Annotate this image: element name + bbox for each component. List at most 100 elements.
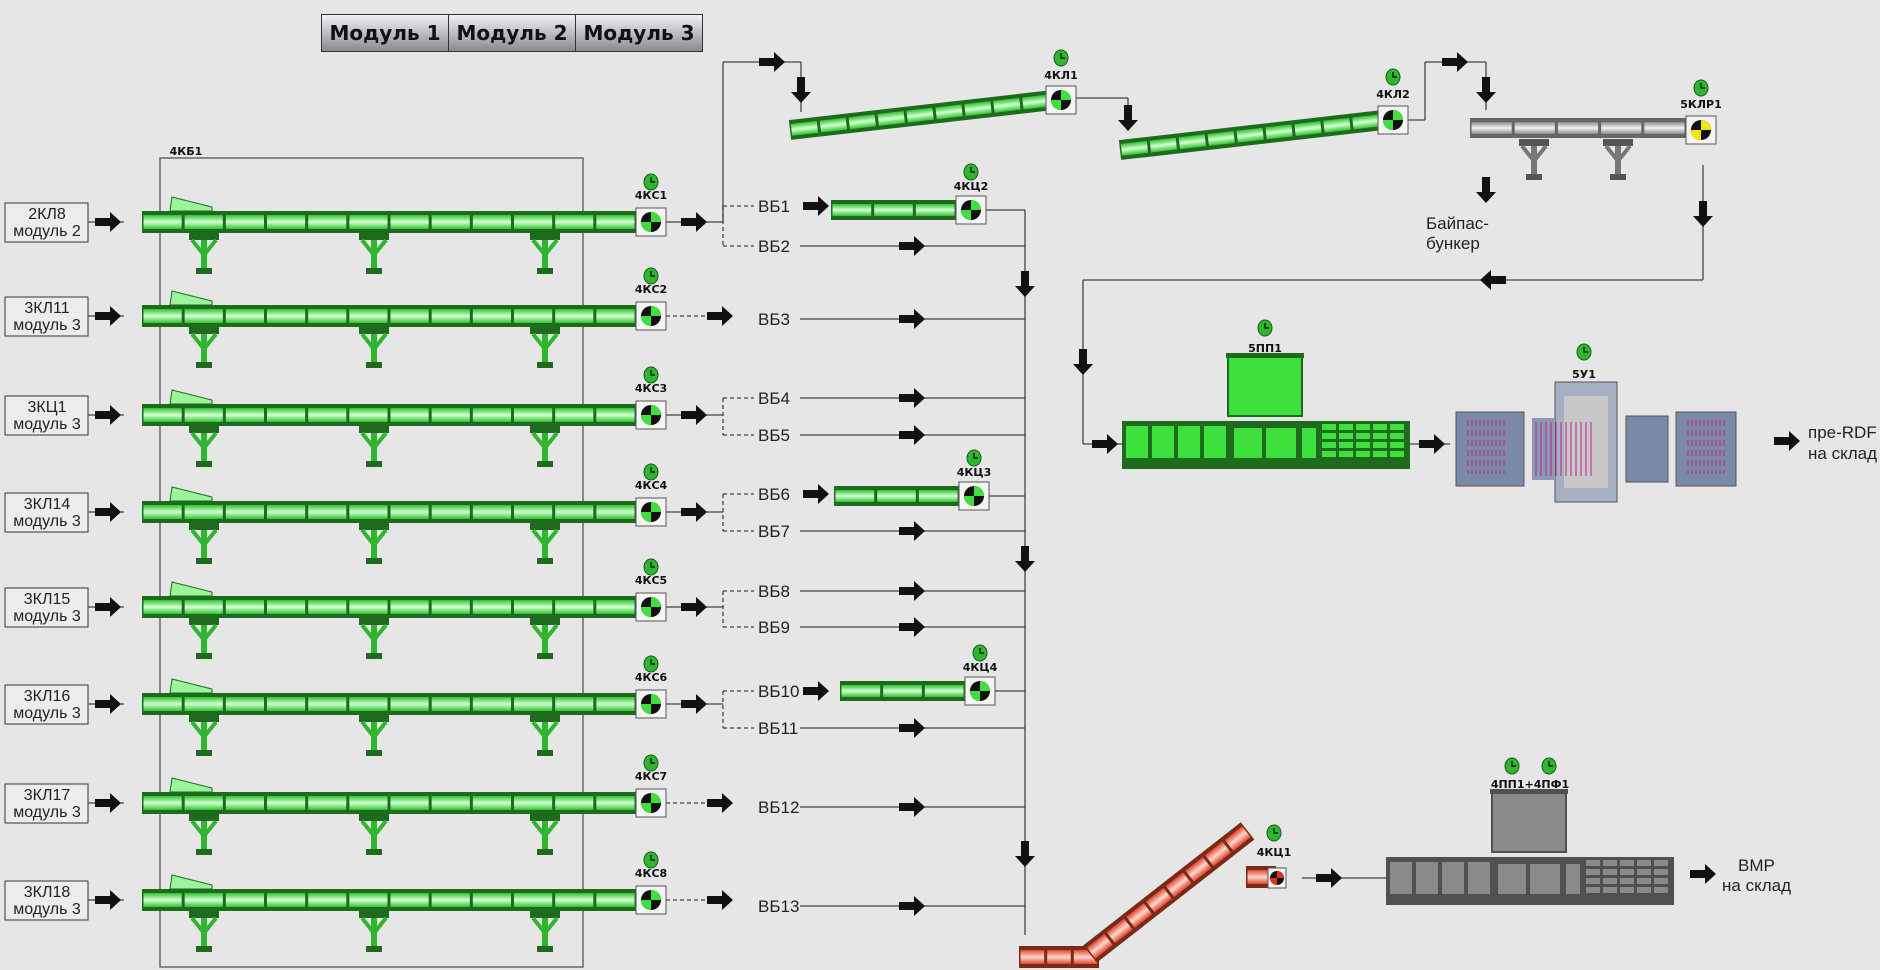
conveyor-4КС2[interactable]: [142, 305, 636, 327]
arrow-shape: [95, 694, 121, 714]
inflow-arrow-icon: [95, 793, 121, 813]
source-module: модуль 3: [13, 317, 81, 334]
belt-segment: [924, 685, 964, 697]
motor-4КЦ3[interactable]: [958, 481, 990, 511]
belt-segment: [835, 490, 875, 502]
baler-press: [1234, 428, 1262, 458]
source-box-6[interactable]: [4, 783, 89, 824]
conveyor-4kc1-incline[interactable]: [1083, 822, 1255, 963]
baler-press: [1266, 428, 1296, 458]
motor-4КС5[interactable]: [635, 592, 667, 622]
conveyor-4КС3[interactable]: [142, 404, 636, 426]
timer-clock-icon[interactable]: [1053, 49, 1069, 67]
timer-clock-icon[interactable]: [1266, 824, 1282, 842]
baler-4pp1[interactable]: [1386, 789, 1674, 905]
timer-clock-icon[interactable]: [643, 754, 659, 772]
motor-4КС3[interactable]: [635, 400, 667, 430]
belt-segment: [308, 796, 347, 810]
baler-chamber: [1322, 451, 1336, 457]
timer-clock-icon[interactable]: [643, 851, 659, 869]
clock-hands: [650, 177, 655, 183]
baler-chamber: [1586, 869, 1600, 875]
motor-4КС1[interactable]: [635, 207, 667, 237]
motor-quadrants: [641, 306, 661, 326]
timer-clock-icon[interactable]: [1385, 68, 1401, 86]
source-box-3[interactable]: [4, 492, 89, 533]
timer-clock-icon[interactable]: [966, 449, 982, 467]
conveyor-4КС6[interactable]: [142, 693, 636, 715]
motor-4kl2[interactable]: [1377, 105, 1409, 135]
timer-clock-icon[interactable]: [1541, 757, 1557, 775]
timer-clock-icon[interactable]: [643, 655, 659, 673]
source-box-0[interactable]: [4, 202, 89, 243]
motor-4КС6[interactable]: [635, 689, 667, 719]
motor-4КС7[interactable]: [635, 788, 667, 818]
branch-label-ВБ3: ВБ3: [758, 310, 790, 329]
belt-segment: [267, 505, 306, 519]
support-foot: [366, 558, 382, 564]
motor-4kl1[interactable]: [1045, 85, 1077, 115]
conveyor-support: [189, 814, 219, 855]
clock-hands: [650, 271, 655, 277]
belt-segment: [349, 215, 388, 229]
conveyor-4КС8[interactable]: [142, 889, 636, 911]
motor-4КЦ2[interactable]: [955, 195, 987, 225]
source-box-4[interactable]: [4, 587, 89, 628]
motor-5klr1[interactable]: [1685, 115, 1717, 145]
tab-module-2[interactable]: Модуль 2: [448, 14, 576, 52]
timer-clock-icon[interactable]: [643, 366, 659, 384]
belt-segment: [308, 697, 347, 711]
timer-clock-icon[interactable]: [1576, 343, 1592, 361]
timer-clock-icon[interactable]: [643, 267, 659, 285]
belt-segment: [1106, 918, 1133, 944]
conveyor-4КЦ4[interactable]: [840, 681, 965, 701]
support-cap: [189, 426, 219, 433]
belt-segment: [1120, 140, 1149, 156]
source-box-1[interactable]: [4, 296, 89, 337]
conveyor-4КС1[interactable]: [142, 211, 636, 233]
conveyor-4КС7[interactable]: [142, 792, 636, 814]
conveyor-4kl1[interactable]: [788, 90, 1052, 140]
motor-4КС4[interactable]: [635, 497, 667, 527]
belt-segment: [143, 408, 182, 422]
support-post: [371, 722, 377, 752]
conveyor-4КЦ2[interactable]: [831, 200, 956, 220]
motor-4КС8[interactable]: [635, 885, 667, 915]
arrow-shape: [95, 405, 121, 425]
support-post: [371, 433, 377, 463]
baler-chamber: [1339, 451, 1353, 457]
conveyor-4kc1-bottom[interactable]: [1019, 946, 1099, 968]
timer-clock-icon[interactable]: [1257, 319, 1273, 337]
timer-clock-icon[interactable]: [972, 644, 988, 662]
belt-segment: [472, 697, 511, 711]
baler-chamber: [1654, 869, 1668, 875]
motor-4КЦ4[interactable]: [964, 676, 996, 706]
timer-clock-icon[interactable]: [643, 558, 659, 576]
timer-clock-icon[interactable]: [963, 163, 979, 181]
conveyor-4КС4[interactable]: [142, 501, 636, 523]
source-box-2[interactable]: [4, 395, 89, 436]
conveyor-label: 5КЛР1: [1680, 98, 1722, 111]
belt-segment: [819, 117, 848, 133]
timer-clock-icon[interactable]: [643, 173, 659, 191]
source-box-7[interactable]: [4, 880, 89, 921]
baler-chamber: [1603, 878, 1617, 884]
flow-arrow-icon: [899, 797, 925, 817]
wrapper-5u1[interactable]: [1455, 381, 1737, 503]
belt-segment: [1323, 117, 1351, 133]
baler-5pp1[interactable]: [1122, 353, 1410, 469]
conveyor-4КС5[interactable]: [142, 596, 636, 618]
belt-segment: [596, 215, 635, 229]
clock-hands: [650, 467, 655, 473]
belt-segment: [1294, 121, 1322, 137]
tab-module-3[interactable]: Модуль 3: [575, 14, 703, 52]
conveyor-5klr1[interactable]: [1470, 118, 1686, 138]
conveyor-4kl2[interactable]: [1118, 110, 1382, 160]
timer-clock-icon[interactable]: [1693, 79, 1709, 97]
motor-4КС2[interactable]: [635, 301, 667, 331]
timer-clock-icon[interactable]: [643, 463, 659, 481]
tab-module-1[interactable]: Модуль 1: [321, 14, 449, 52]
conveyor-4КЦ3[interactable]: [834, 486, 959, 506]
belt-segment: [184, 215, 223, 229]
timer-clock-icon[interactable]: [1504, 757, 1520, 775]
